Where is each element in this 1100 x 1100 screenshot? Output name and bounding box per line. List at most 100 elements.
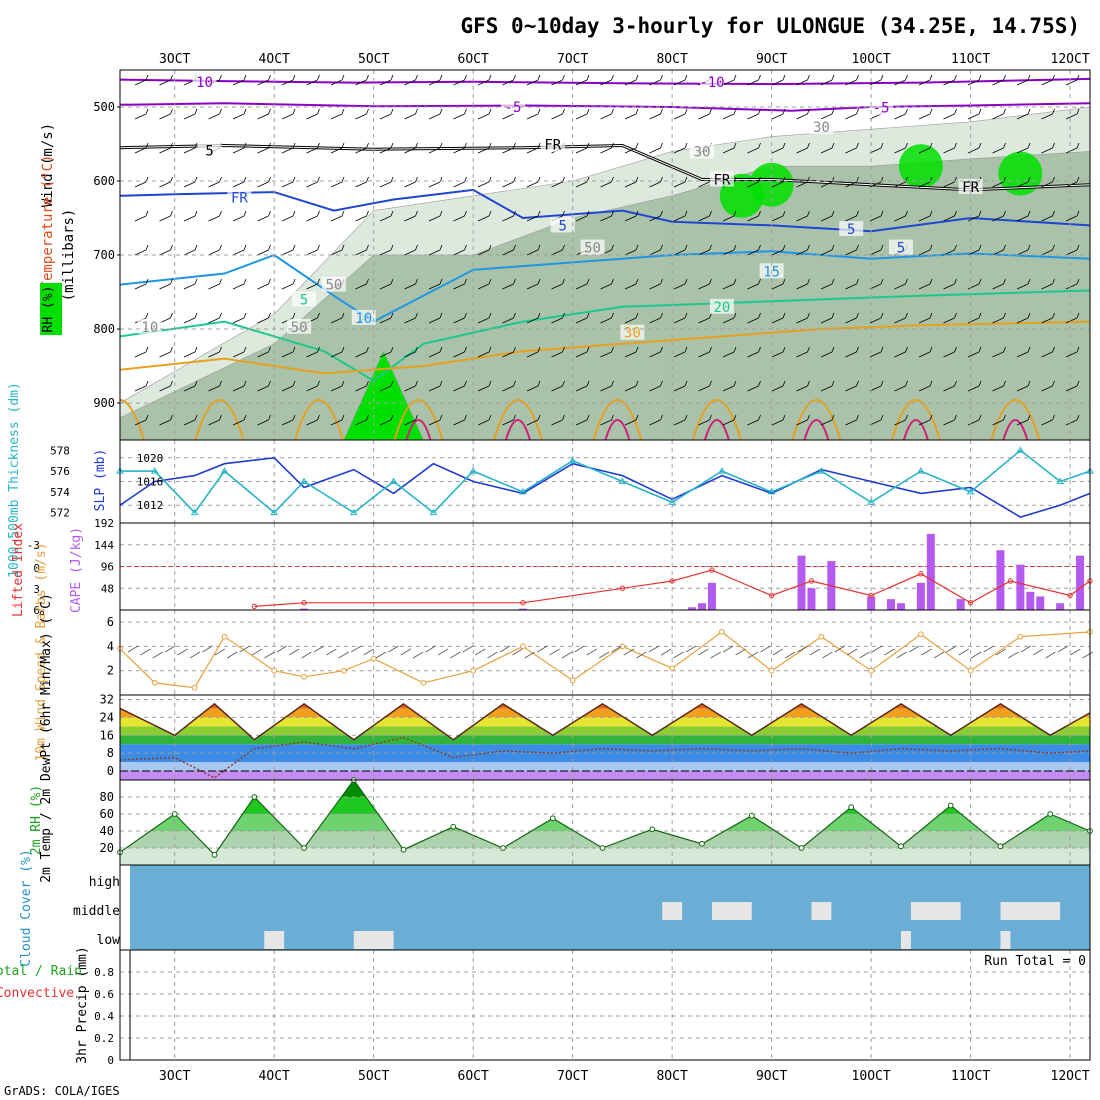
wind-barb-flag (243, 74, 247, 81)
wind-barb-flag (807, 346, 810, 353)
wind-barb-flag (758, 346, 761, 353)
wind-barb-flag (586, 210, 590, 217)
wind-barb (453, 249, 465, 256)
warm-arch (393, 399, 444, 440)
pressure-tick-label: 800 (93, 322, 115, 336)
wind10m-barb (722, 645, 734, 653)
wind-barb (918, 351, 931, 358)
wind-speed-point (520, 643, 526, 650)
contour-label: 50 (325, 278, 342, 294)
wind-barb (600, 215, 612, 222)
wind-barb (404, 283, 416, 290)
wind-barb-flag (292, 108, 296, 115)
slp-axis-label: SLP (mb) (93, 449, 108, 512)
wind-barb-flag (537, 244, 541, 251)
wind-barb (208, 181, 220, 188)
cape-bar (698, 603, 706, 610)
precip-tick-label: 0.2 (94, 1032, 114, 1045)
wind-barb (404, 249, 416, 256)
wind-barb (477, 181, 490, 188)
wind-barb-flag (905, 346, 908, 353)
wind-barb-flag (635, 210, 639, 217)
wind-barb-flag (1003, 244, 1006, 251)
wind-barb (159, 215, 171, 222)
wind-barb-flag (243, 176, 247, 183)
wind-barb (330, 351, 343, 358)
wind-barb-flag (733, 414, 737, 421)
wind-barb-flag (243, 346, 247, 353)
wind-barb (943, 351, 955, 358)
wind-barb (1041, 147, 1053, 154)
wind-barb-flag (1003, 278, 1006, 285)
wind-barb-flag (1027, 278, 1031, 285)
wind-barb-flag (562, 414, 565, 421)
wind-barb-flag (929, 380, 933, 387)
wind-barb (159, 181, 171, 188)
thickness-point (519, 487, 527, 495)
wind-frame (119, 609, 1091, 696)
wind-barb (918, 249, 931, 256)
wind-barb (673, 181, 686, 188)
wind10m-barb (933, 651, 945, 659)
wind-barb-flag (537, 74, 541, 81)
wind-barb-flag (709, 312, 712, 319)
wind-barb-flag (978, 244, 982, 251)
pressure-tick-label: 700 (93, 248, 115, 262)
wind-barb-flag (268, 380, 271, 387)
wind-barb (502, 351, 514, 358)
wind-barb-flag (733, 312, 737, 319)
wind-barb (796, 283, 808, 290)
thickness-tick-label: 574 (50, 486, 70, 499)
hot-arch (902, 419, 929, 440)
wind-barb (747, 181, 759, 188)
wind-barb (747, 317, 759, 324)
footer-credit: GrADS: COLA/IGES (4, 1084, 120, 1098)
wind-barb-flag (978, 278, 982, 285)
wind-barb-flag (464, 244, 467, 251)
wind-speed-point (669, 665, 676, 672)
wind-barb-flag (1052, 74, 1055, 81)
wind-barb-flag (807, 74, 810, 81)
wind-barb-flag (537, 108, 541, 115)
wind-barb-flag (1027, 380, 1031, 387)
wind-barb-flag (1052, 312, 1055, 319)
wind-barb-flag (317, 244, 320, 251)
wind-barb-flag (1052, 346, 1055, 353)
wind10m-axis-label: 10m Wind Speed & Barbs (m/s) (34, 542, 49, 761)
wind-barb-flag (856, 74, 859, 81)
wind-barb (649, 283, 661, 290)
wind-barb (257, 385, 269, 392)
wind-barb-flag (1052, 244, 1055, 251)
wind-barb (134, 215, 147, 222)
wind-barb (477, 351, 490, 358)
wind-barb (379, 147, 392, 154)
wind-barb-flag (390, 74, 394, 81)
wind-barb-flag (415, 210, 418, 217)
wind-barb (673, 283, 686, 290)
wind-barb (306, 113, 318, 120)
thickness-point (867, 498, 876, 505)
wind-barb-flag (782, 346, 786, 353)
wind-barb-flag (219, 108, 222, 115)
wind-barb-flag (954, 312, 957, 319)
wind-barb-flag (782, 176, 786, 183)
wind-barb (869, 113, 882, 120)
rh-band-fill (120, 814, 1090, 831)
wind-barb (477, 317, 490, 324)
wind-barb (845, 351, 857, 358)
wind10m-barb (698, 648, 709, 656)
li-point (709, 567, 715, 573)
wind-barb-flag (905, 414, 908, 421)
thickness-point (220, 467, 229, 474)
wind-barb (992, 317, 1004, 324)
wind-barb (453, 113, 465, 120)
contour-label: 10 (141, 320, 158, 336)
contour-label-bg (620, 324, 645, 340)
wind-barb (649, 249, 661, 256)
wind-barb-flag (758, 380, 761, 387)
wind-barb-flag (415, 108, 418, 115)
wind-barb (257, 113, 269, 120)
rh-point (301, 845, 307, 851)
wind-barb (306, 215, 318, 222)
wind-barb (355, 249, 367, 256)
